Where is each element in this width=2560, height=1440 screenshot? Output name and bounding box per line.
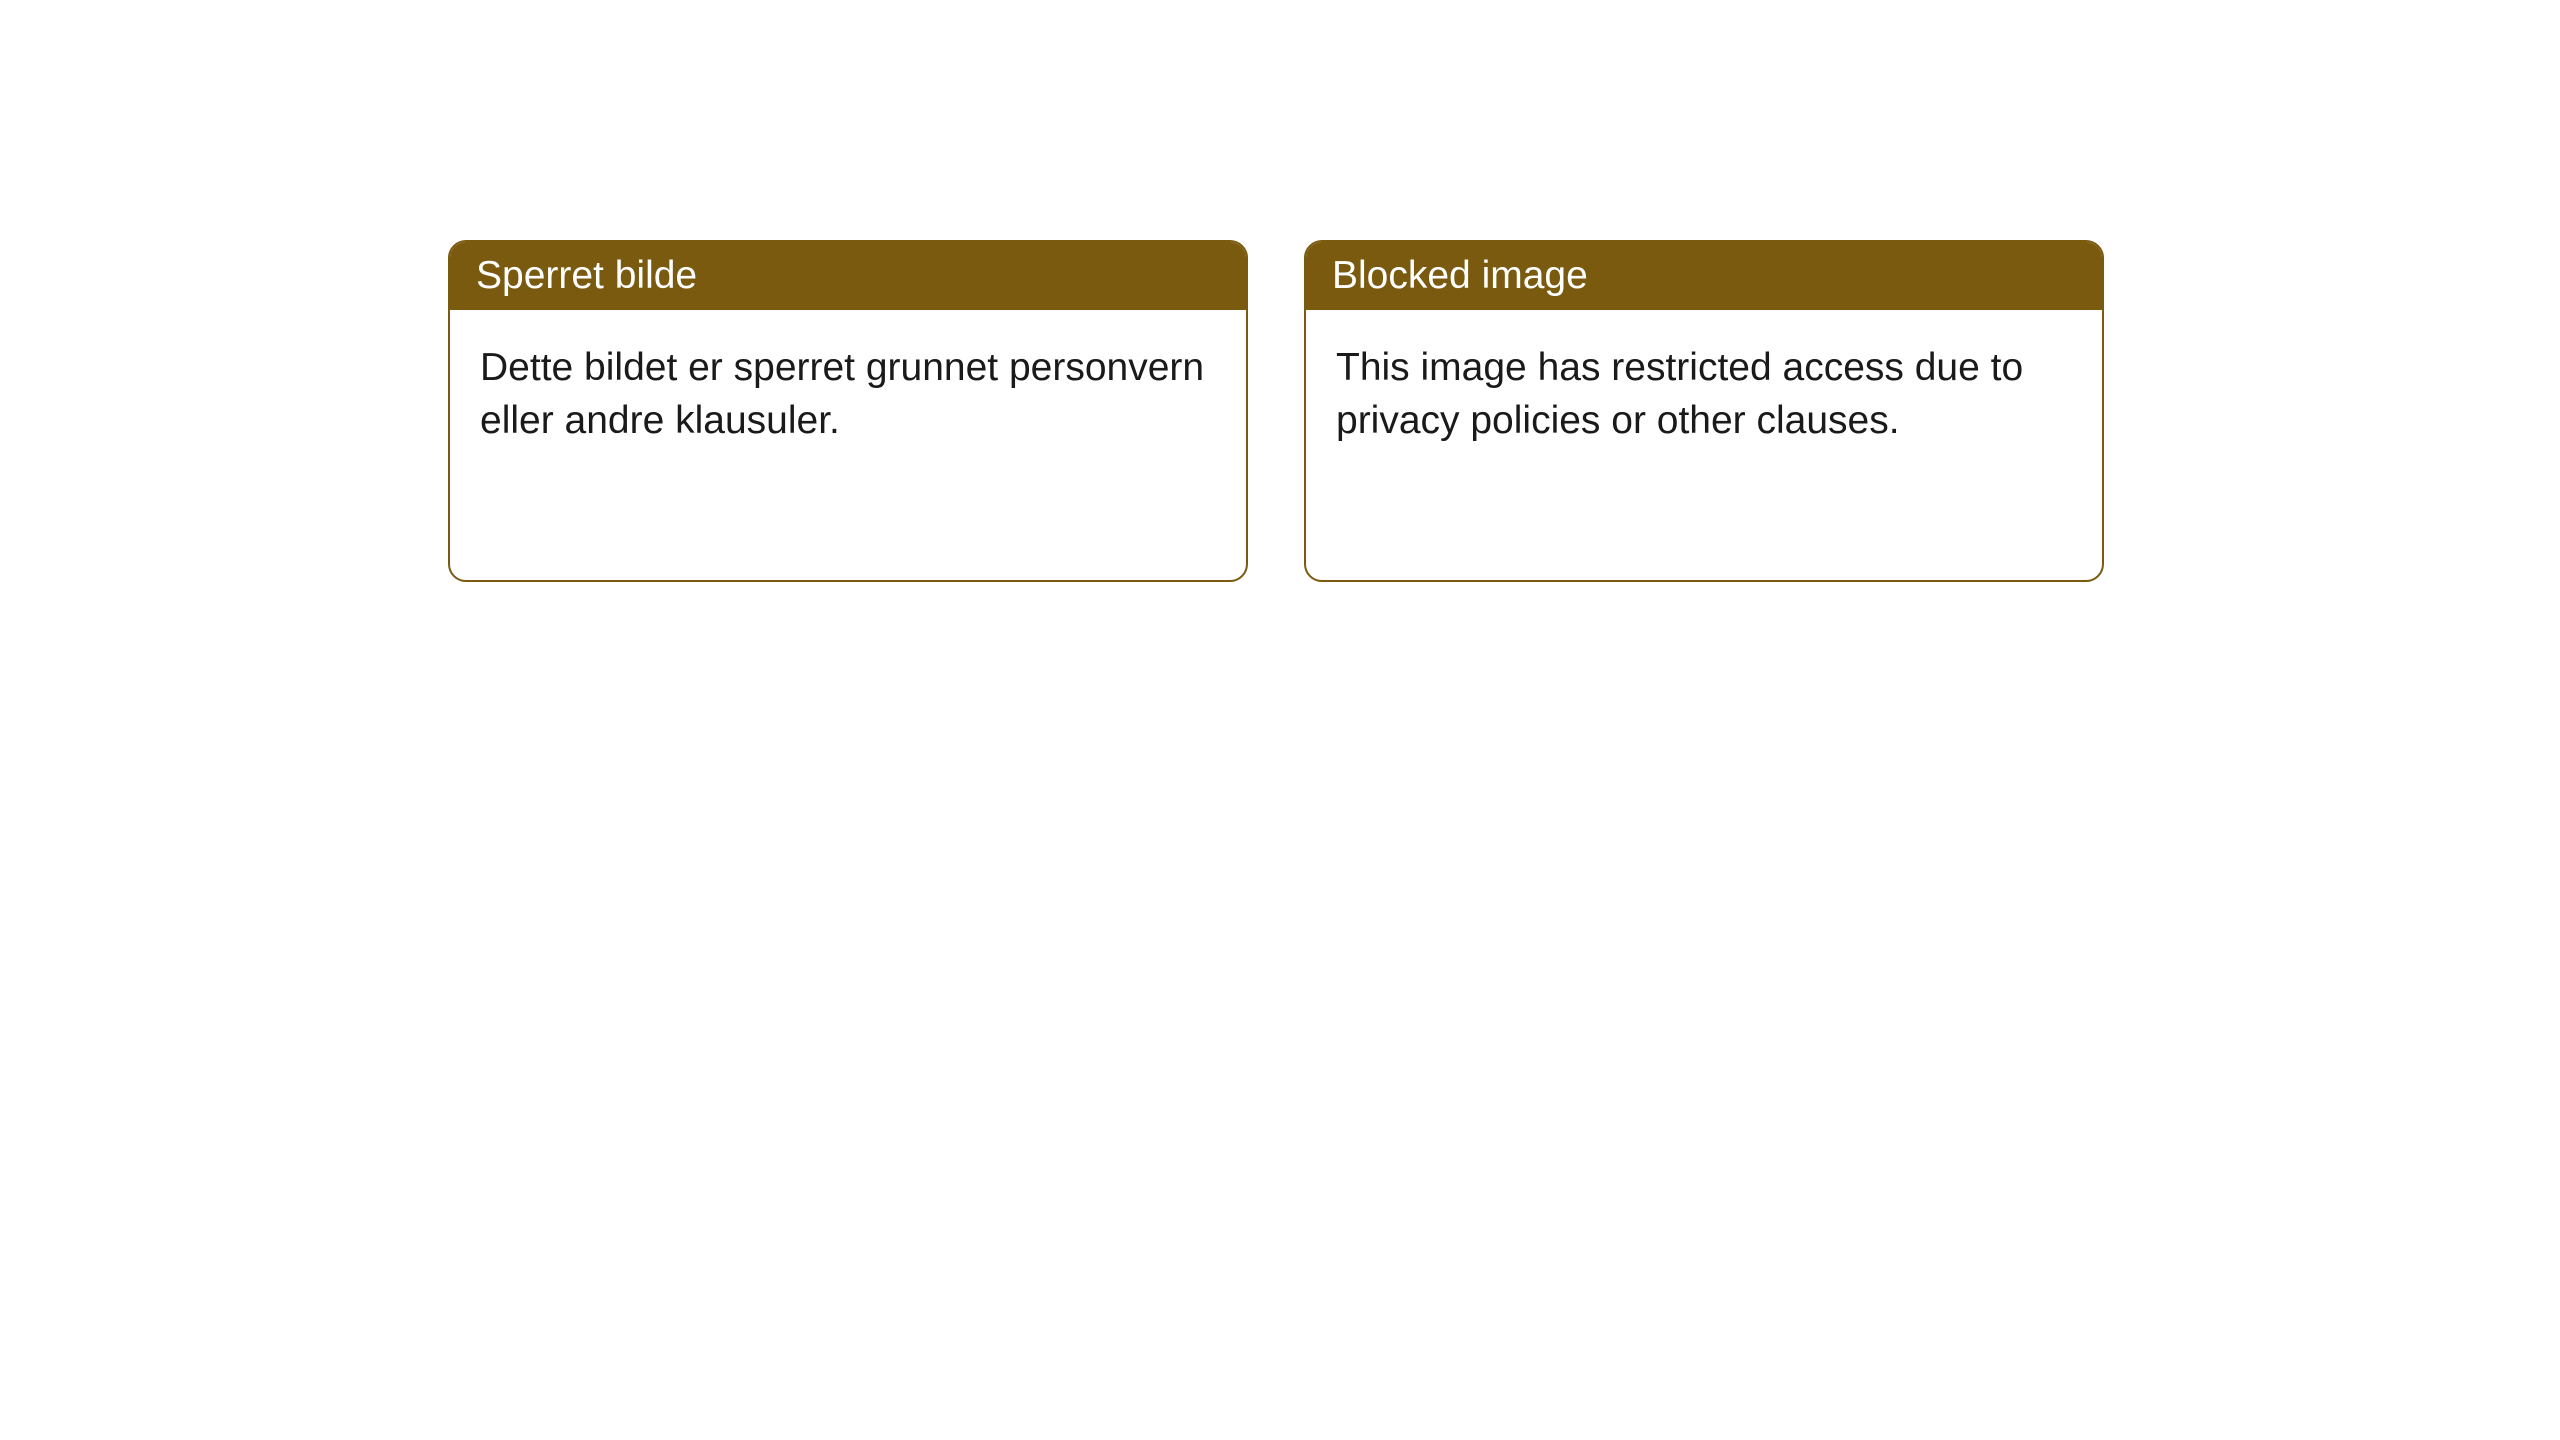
notice-container: Sperret bilde Dette bildet er sperret gr… bbox=[0, 0, 2560, 582]
notice-card-body: Dette bildet er sperret grunnet personve… bbox=[450, 310, 1246, 580]
notice-card-english: Blocked image This image has restricted … bbox=[1304, 240, 2104, 582]
notice-card-title: Blocked image bbox=[1306, 242, 2102, 310]
notice-card-title: Sperret bilde bbox=[450, 242, 1246, 310]
notice-card-norwegian: Sperret bilde Dette bildet er sperret gr… bbox=[448, 240, 1248, 582]
notice-card-body: This image has restricted access due to … bbox=[1306, 310, 2102, 580]
